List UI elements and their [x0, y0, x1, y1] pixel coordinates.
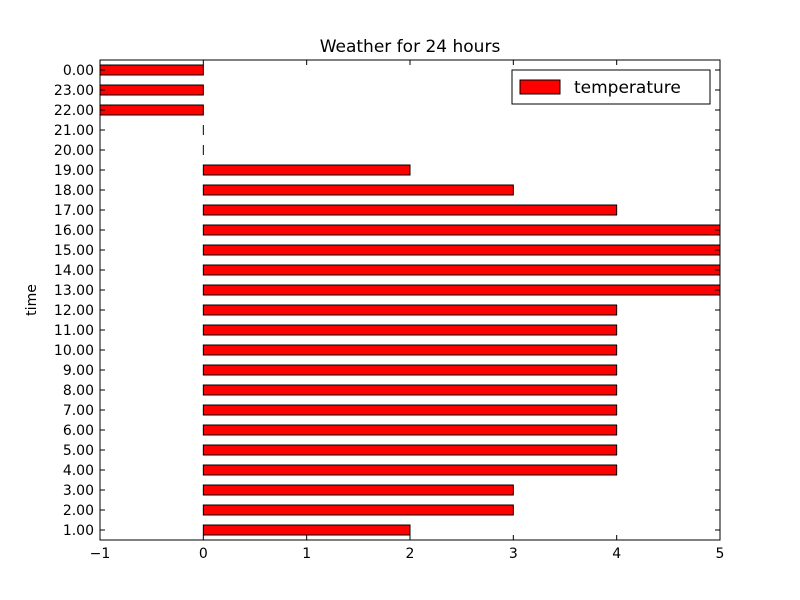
bar-5-00 [202, 444, 618, 456]
y-tick-label: 0.00 [63, 63, 94, 79]
bar-11-00 [202, 324, 618, 336]
bar-23-00 [99, 84, 204, 96]
bar-22-00 [99, 104, 204, 116]
bar-17-00 [202, 204, 618, 216]
x-tick-label: 2 [406, 546, 415, 562]
bar-1-00 [202, 524, 411, 536]
y-tick-label: 12.00 [54, 303, 94, 319]
bar-13-00 [202, 284, 721, 296]
ticks-layer: 1.002.003.004.005.006.007.008.009.0010.0… [54, 60, 725, 562]
y-tick-label: 8.00 [63, 383, 94, 399]
bar-12-00 [202, 304, 618, 316]
y-tick-label: 15.00 [54, 243, 94, 259]
y-tick-label: 16.00 [54, 223, 94, 239]
bar-9-00 [202, 364, 618, 376]
y-tick-label: 17.00 [54, 203, 94, 219]
y-tick-label: 20.00 [54, 143, 94, 159]
y-tick-label: 21.00 [54, 123, 94, 139]
x-tick-label: 5 [716, 546, 725, 562]
y-tick-label: 2.00 [63, 503, 94, 519]
legend: temperature [511, 69, 711, 105]
bar-15-00 [202, 244, 721, 256]
x-tick-label: 3 [509, 546, 518, 562]
bar-16-00 [202, 224, 721, 236]
bar-18-00 [202, 184, 514, 196]
x-tick-label: 4 [612, 546, 621, 562]
y-axis-label: time [24, 284, 40, 316]
y-tick-label: 3.00 [63, 483, 94, 499]
bar-8-00 [202, 384, 618, 396]
legend-entry-temperature: temperature [574, 78, 681, 98]
plot-frame [99, 59, 721, 541]
y-tick-label: 11.00 [54, 323, 94, 339]
legend-swatch [519, 79, 561, 95]
y-tick-label: 13.00 [54, 283, 94, 299]
chart-title: Weather for 24 hours [320, 37, 501, 57]
bar-6-00 [202, 424, 618, 436]
bar-7-00 [202, 404, 618, 416]
y-tick-label: 7.00 [63, 403, 94, 419]
x-tick-label: 0 [199, 546, 208, 562]
bar-2-00 [202, 504, 514, 516]
y-tick-label: 18.00 [54, 183, 94, 199]
y-tick-label: 4.00 [63, 463, 94, 479]
bar-0-00 [99, 64, 204, 76]
bars-layer [99, 64, 721, 536]
bar-4-00 [202, 464, 618, 476]
bar-3-00 [202, 484, 514, 496]
y-tick-label: 14.00 [54, 263, 94, 279]
bar-14-00 [202, 264, 721, 276]
y-tick-label: 9.00 [63, 363, 94, 379]
y-tick-label: 1.00 [63, 523, 94, 539]
y-tick-label: 23.00 [54, 83, 94, 99]
bar-10-00 [202, 344, 618, 356]
y-tick-label: 6.00 [63, 423, 94, 439]
bar-19-00 [202, 164, 411, 176]
x-tick-label: 1 [302, 546, 311, 562]
x-tick-label: −1 [90, 546, 111, 562]
y-tick-label: 19.00 [54, 163, 94, 179]
y-tick-label: 22.00 [54, 103, 94, 119]
y-tick-label: 10.00 [54, 343, 94, 359]
y-tick-label: 5.00 [63, 443, 94, 459]
